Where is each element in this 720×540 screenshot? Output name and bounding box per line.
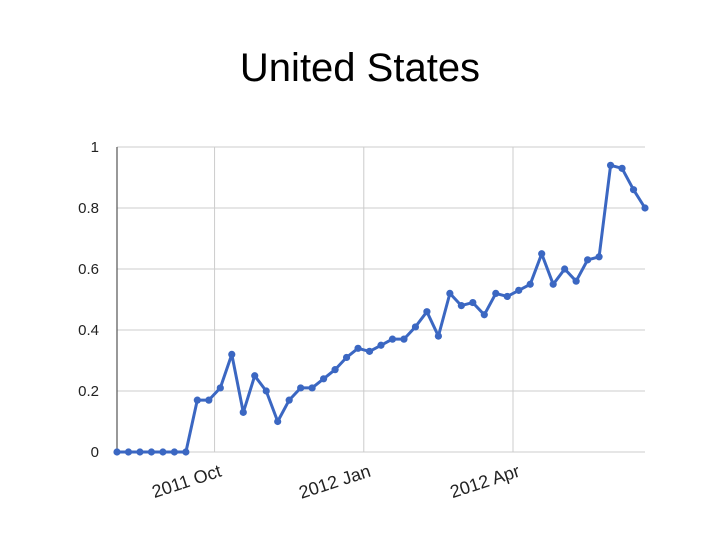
data-point bbox=[641, 204, 649, 212]
data-point bbox=[216, 384, 224, 392]
data-point bbox=[251, 372, 259, 380]
data-point bbox=[400, 335, 408, 343]
data-point bbox=[193, 396, 201, 404]
data-point bbox=[595, 253, 603, 261]
data-point bbox=[274, 417, 282, 426]
data-point bbox=[446, 289, 454, 297]
data-point bbox=[113, 448, 121, 456]
data-point bbox=[159, 448, 167, 456]
data-point bbox=[423, 308, 431, 316]
data-point bbox=[320, 375, 328, 383]
y-tick-label: 0.4 bbox=[78, 322, 99, 339]
y-tick-label: 0.6 bbox=[78, 261, 99, 278]
data-point bbox=[469, 298, 477, 307]
data-point bbox=[457, 302, 465, 310]
y-tick-label: 0 bbox=[91, 444, 99, 461]
data-point bbox=[205, 396, 213, 404]
data-point bbox=[584, 256, 592, 264]
data-point bbox=[342, 353, 351, 362]
data-point bbox=[136, 448, 144, 456]
data-point bbox=[377, 341, 385, 349]
data-point bbox=[618, 164, 626, 172]
data-point bbox=[262, 387, 270, 395]
chart-title: United States bbox=[239, 46, 481, 90]
y-tick-label: 0.2 bbox=[78, 383, 99, 400]
data-point bbox=[434, 332, 442, 340]
data-point bbox=[365, 347, 374, 355]
data-point bbox=[228, 350, 236, 358]
x-tick-label: 2011 Oct bbox=[149, 461, 223, 502]
data-point bbox=[606, 161, 615, 169]
data-point bbox=[538, 250, 546, 258]
data-point bbox=[147, 448, 156, 456]
data-point bbox=[331, 366, 339, 374]
data-point bbox=[503, 292, 511, 301]
data-point bbox=[572, 277, 580, 285]
series-group bbox=[113, 161, 649, 456]
x-tick-label: 2012 Jan bbox=[296, 461, 373, 503]
y-axis-ticks: 0 0.2 0.4 0.6 0.8 1 bbox=[78, 139, 99, 461]
data-point bbox=[549, 280, 557, 288]
y-tick-label: 0.8 bbox=[78, 200, 99, 217]
data-point bbox=[297, 384, 305, 392]
data-point bbox=[629, 186, 638, 194]
data-point bbox=[492, 289, 500, 297]
data-point bbox=[308, 384, 316, 392]
x-tick-label: 2012 Apr bbox=[448, 461, 523, 502]
x-axis-ticks: 2011 Oct 2012 Jan 2012 Apr bbox=[149, 461, 522, 503]
data-point bbox=[239, 408, 247, 416]
data-point bbox=[561, 265, 569, 273]
data-point bbox=[354, 344, 362, 352]
data-point bbox=[388, 335, 397, 343]
data-point bbox=[515, 286, 523, 294]
data-point bbox=[170, 448, 178, 456]
y-tick-label: 1 bbox=[91, 139, 99, 156]
data-point bbox=[285, 396, 293, 404]
data-point bbox=[411, 323, 420, 331]
data-point bbox=[526, 280, 534, 288]
data-point bbox=[480, 311, 488, 319]
data-point bbox=[182, 448, 190, 456]
grid bbox=[116, 146, 645, 453]
data-point bbox=[124, 448, 133, 456]
